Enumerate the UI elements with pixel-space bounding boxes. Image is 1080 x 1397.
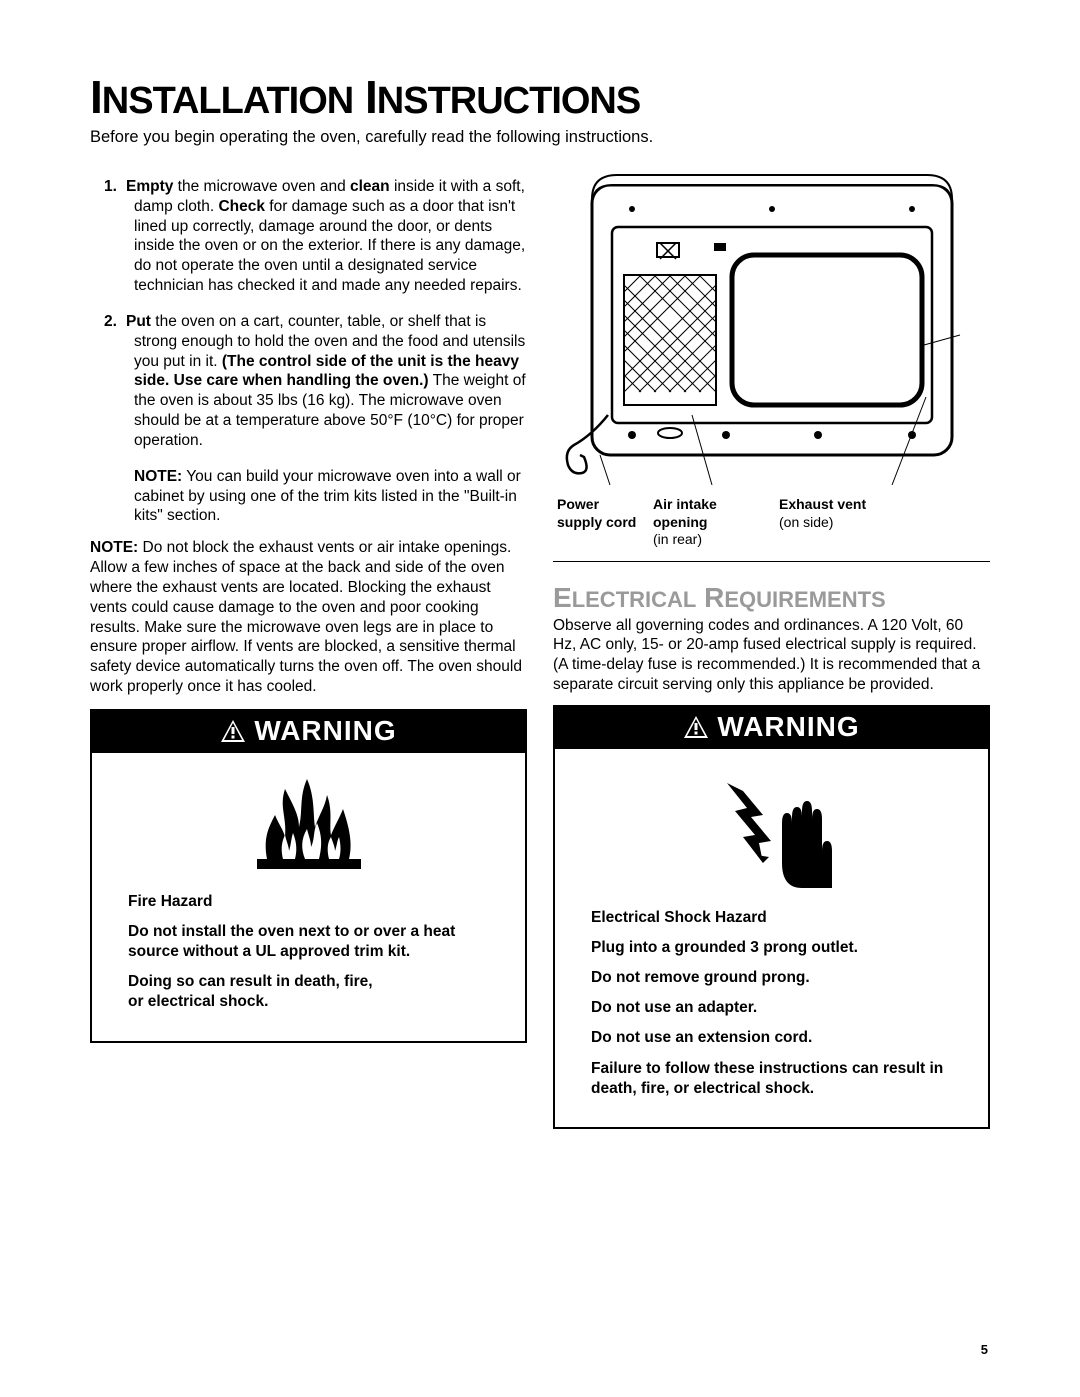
warning-header: WARNING	[555, 707, 988, 749]
fire-warning-box: WARNING Fire Hazard Do not install the o…	[90, 709, 527, 1043]
intro-text: Before you begin operating the oven, car…	[90, 128, 990, 147]
step-1: 1.Empty the microwave oven and clean ins…	[104, 177, 527, 296]
shock-icon	[555, 749, 988, 908]
fire-icon	[92, 753, 525, 892]
step-2-note: NOTE: You can build your microwave oven …	[104, 467, 527, 526]
right-column: Power supply cord Air intake opening(in …	[553, 165, 990, 1129]
page-title: INSTALLATION INSTRUCTIONS	[90, 70, 990, 124]
alert-icon	[683, 715, 709, 739]
fire-warning-body: Fire Hazard Do not install the oven next…	[92, 892, 525, 1041]
step-2: 2.Put the oven on a cart, counter, table…	[104, 312, 527, 451]
electrical-heading: ELECTRICAL REQUIREMENTS	[553, 582, 990, 614]
vent-note: NOTE: Do not block the exhaust vents or …	[90, 538, 527, 697]
alert-icon	[220, 719, 246, 743]
microwave-diagram	[553, 165, 990, 490]
shock-warning-box: WARNING Electrical Shock Hazard Plug int…	[553, 705, 990, 1129]
page-number: 5	[981, 1342, 988, 1357]
diagram-labels: Power supply cord Air intake opening(in …	[553, 496, 990, 549]
warning-header: WARNING	[92, 711, 525, 753]
shock-warning-body: Electrical Shock Hazard Plug into a grou…	[555, 908, 988, 1127]
left-column: 1.Empty the microwave oven and clean ins…	[90, 165, 527, 1129]
electrical-text: Observe all governing codes and ordinanc…	[553, 616, 990, 695]
